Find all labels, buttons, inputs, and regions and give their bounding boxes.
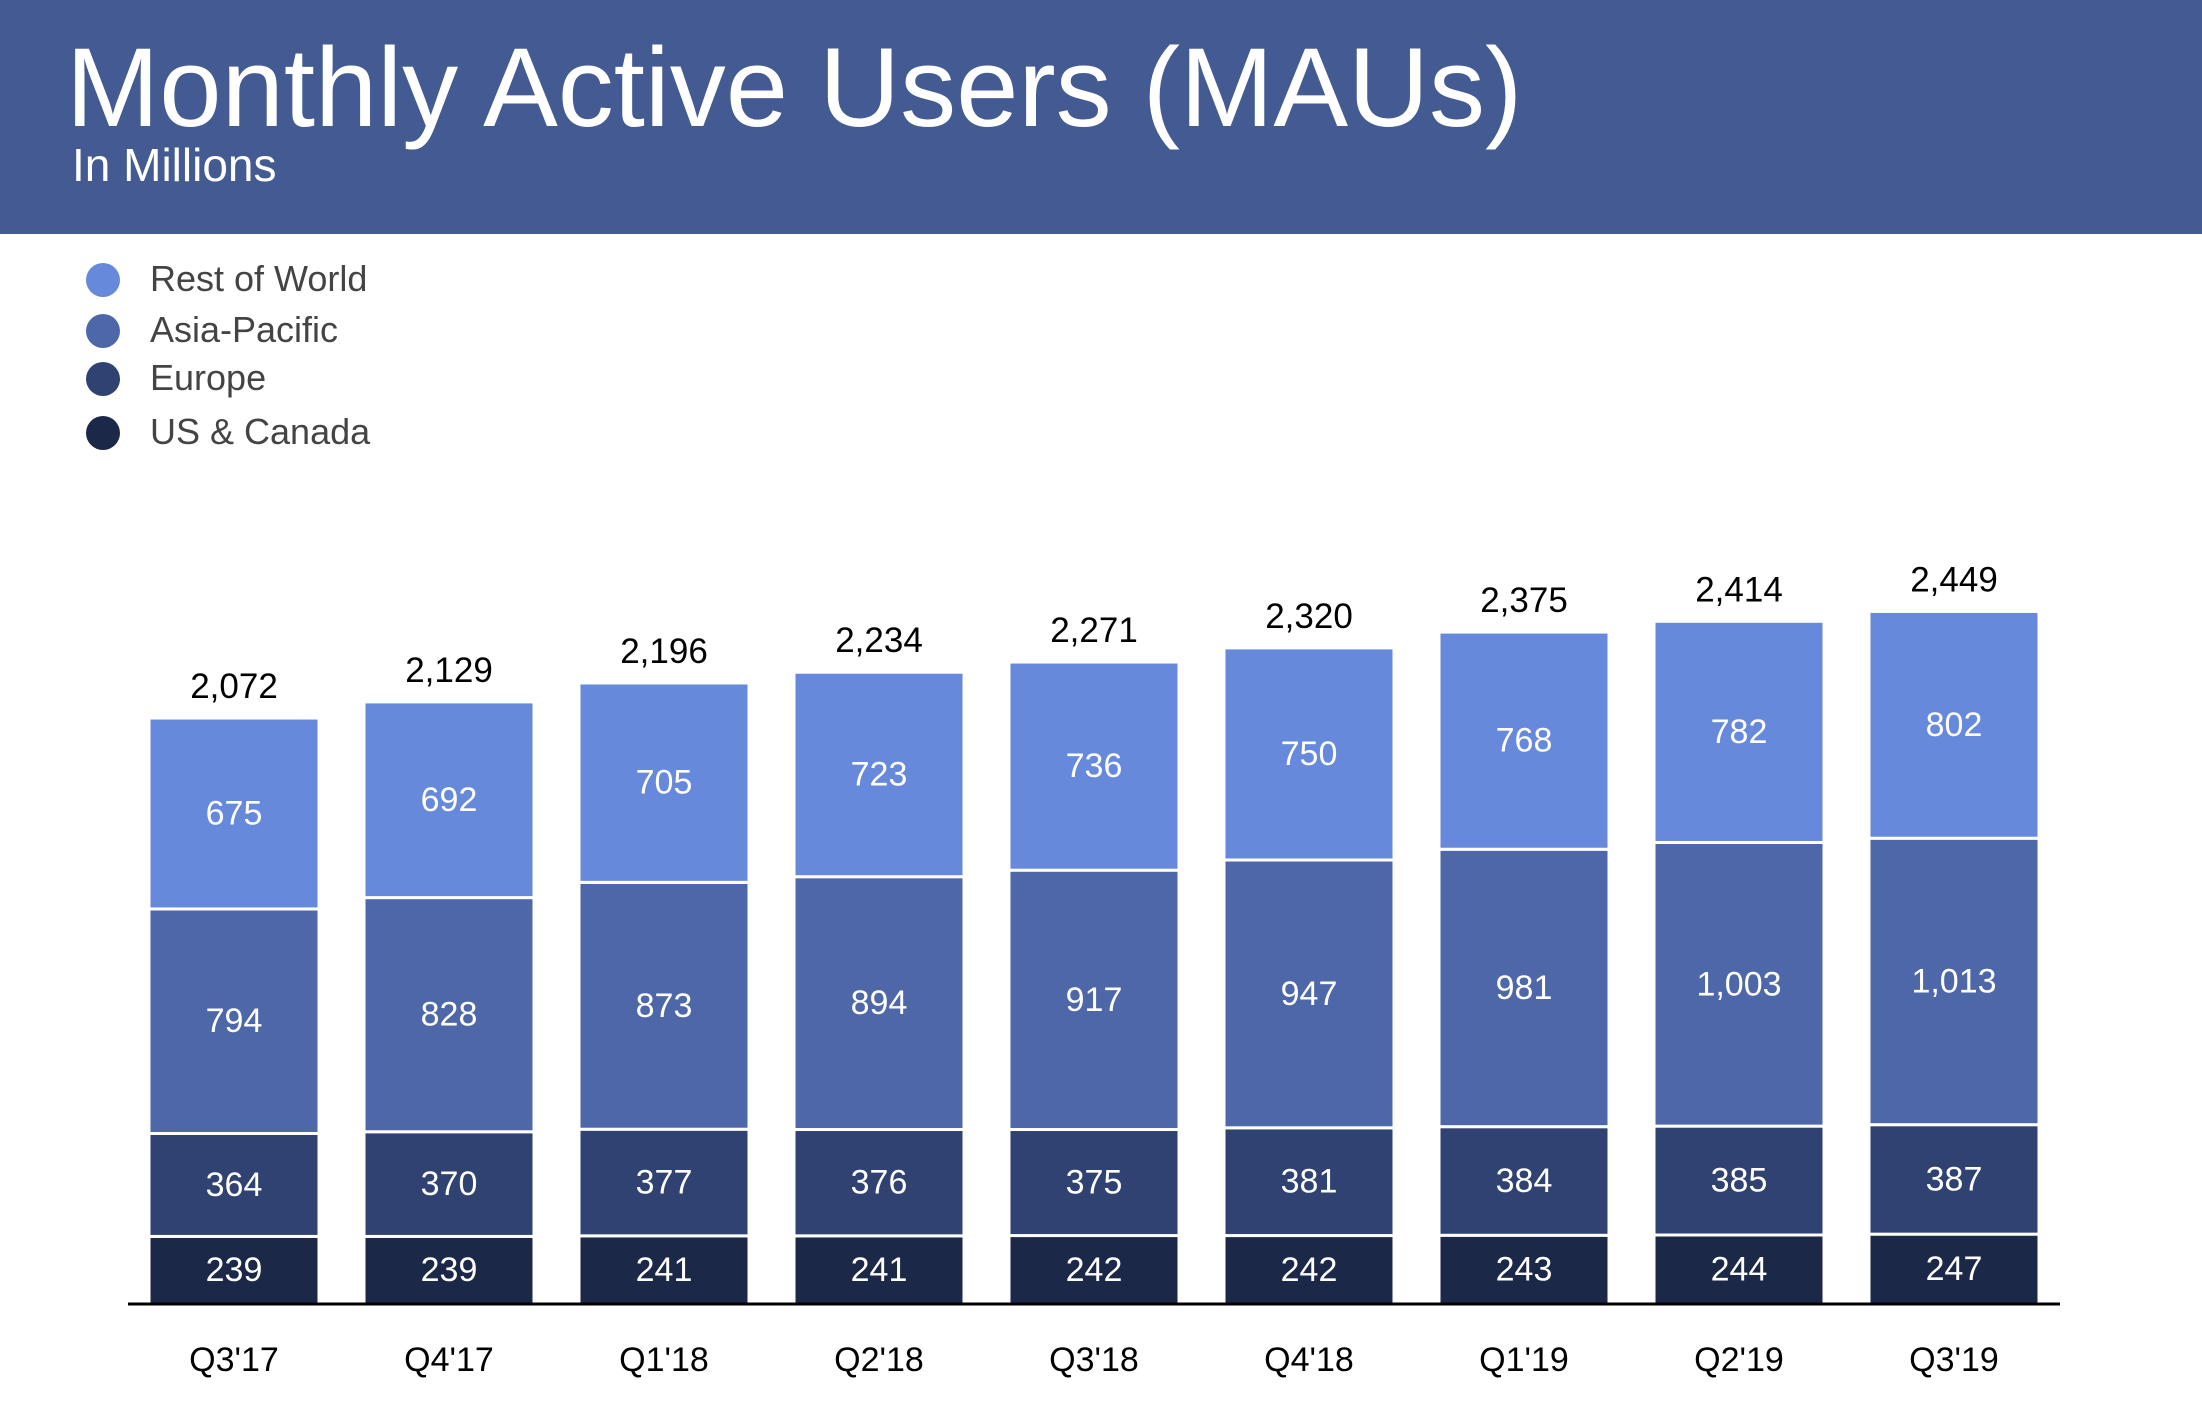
value-label-asia-pacific-q4-18: 947: [1281, 975, 1338, 1013]
bar-segment-asia-pacific-q3-18: [1007, 868, 1181, 1132]
x-tick-label-q4-18: Q4'18: [1264, 1341, 1354, 1379]
value-label-europe-q3-19: 387: [1926, 1160, 1983, 1198]
value-label-us-canada-q4-18: 242: [1281, 1251, 1338, 1289]
total-label-q3-18: 2,271: [1050, 611, 1138, 650]
x-tick-label-q2-19: Q2'19: [1694, 1341, 1784, 1379]
value-label-rest-of-world-q4-18: 750: [1281, 735, 1338, 773]
value-label-asia-pacific-q2-19: 1,003: [1696, 965, 1781, 1003]
total-label-q3-19: 2,449: [1910, 560, 1998, 599]
bar-segment-rest-of-world-q3-18: [1007, 660, 1181, 872]
bar-segment-asia-pacific-q1-18: [577, 880, 751, 1131]
value-label-asia-pacific-q3-17: 794: [206, 1002, 263, 1040]
legend-swatch-rest-of-world: [86, 263, 120, 297]
x-tick-label-q1-18: Q1'18: [619, 1341, 709, 1379]
bar-segment-rest-of-world-q1-19: [1437, 630, 1611, 851]
value-label-asia-pacific-q3-18: 917: [1066, 981, 1123, 1019]
value-label-rest-of-world-q4-17: 692: [421, 781, 478, 819]
bar-segment-asia-pacific-q4-17: [362, 896, 536, 1134]
bar-segment-europe-q2-19: [1652, 1124, 1826, 1237]
value-label-us-canada-q3-19: 247: [1926, 1250, 1983, 1288]
value-label-asia-pacific-q3-19: 1,013: [1911, 962, 1996, 1000]
value-label-rest-of-world-q3-18: 736: [1066, 747, 1123, 785]
total-label-q4-17: 2,129: [405, 651, 493, 690]
value-label-europe-q4-17: 370: [421, 1165, 478, 1203]
bar-segment-europe-q4-18: [1222, 1126, 1396, 1238]
total-label-q3-17: 2,072: [190, 667, 278, 706]
bar-segment-asia-pacific-q3-19: [1867, 836, 2041, 1127]
value-label-europe-q2-19: 385: [1711, 1162, 1768, 1200]
bar-segment-asia-pacific-q2-19: [1652, 840, 1826, 1128]
value-label-rest-of-world-q2-18: 723: [851, 755, 908, 793]
bar-segment-rest-of-world-q4-18: [1222, 646, 1396, 862]
x-tick-label-q1-19: Q1'19: [1479, 1341, 1569, 1379]
bar-segment-europe-q3-17: [147, 1131, 321, 1238]
bar-segment-europe-q3-19: [1867, 1123, 2041, 1236]
bar-segment-us-canada-q3-17: [147, 1234, 321, 1306]
bar-segment-rest-of-world-q4-17: [362, 700, 536, 900]
header-bar: Monthly Active Users (MAUs) In Millions: [0, 0, 2202, 234]
value-label-rest-of-world-q3-17: 675: [206, 794, 263, 832]
total-label-q2-18: 2,234: [835, 621, 923, 660]
value-label-us-canada-q1-18: 241: [636, 1251, 693, 1289]
legend-swatch-asia-pacific: [86, 314, 120, 348]
x-tick-label-q2-18: Q2'18: [834, 1341, 924, 1379]
legend-label-us-canada: US & Canada: [150, 411, 371, 452]
page-title: Monthly Active Users (MAUs): [66, 25, 1523, 150]
total-label-q2-19: 2,414: [1695, 570, 1783, 609]
x-tick-label-q3-19: Q3'19: [1909, 1341, 1999, 1379]
value-label-us-canada-q3-17: 239: [206, 1251, 263, 1289]
bar-segment-asia-pacific-q2-18: [792, 875, 966, 1132]
bar-segment-europe-q2-18: [792, 1128, 966, 1238]
x-tick-label-q3-17: Q3'17: [189, 1341, 279, 1379]
bar-segment-asia-pacific-q3-17: [147, 907, 321, 1135]
legend-label-europe: Europe: [150, 357, 267, 398]
value-label-asia-pacific-q2-18: 894: [851, 984, 908, 1022]
total-label-q1-18: 2,196: [620, 632, 708, 671]
value-label-europe-q4-18: 381: [1281, 1163, 1338, 1201]
value-label-asia-pacific-q1-18: 873: [636, 987, 693, 1025]
legend-label-rest-of-world: Rest of World: [150, 258, 368, 299]
value-label-europe-q2-18: 376: [851, 1164, 908, 1202]
bar-segment-asia-pacific-q4-18: [1222, 858, 1396, 1130]
page-subtitle: In Millions: [72, 139, 277, 191]
bar-segment-rest-of-world-q2-18: [792, 670, 966, 879]
value-label-us-canada-q1-19: 243: [1496, 1251, 1553, 1289]
bar-segment-us-canada-q3-18: [1007, 1234, 1181, 1306]
x-tick-label-q4-17: Q4'17: [404, 1341, 494, 1379]
value-label-us-canada-q4-17: 239: [421, 1251, 478, 1289]
value-label-rest-of-world-q2-19: 782: [1711, 713, 1768, 751]
value-label-us-canada-q2-18: 241: [851, 1251, 908, 1289]
bar-segment-rest-of-world-q1-18: [577, 681, 751, 884]
legend-label-asia-pacific: Asia-Pacific: [150, 309, 339, 350]
value-label-europe-q3-17: 364: [206, 1166, 263, 1204]
bar-segment-europe-q1-18: [577, 1127, 751, 1238]
bar-segment-europe-q4-17: [362, 1130, 536, 1238]
bar-segment-rest-of-world-q3-17: [147, 716, 321, 911]
total-label-q1-19: 2,375: [1480, 581, 1568, 620]
value-label-rest-of-world-q1-18: 705: [636, 764, 693, 802]
legend-swatch-europe: [86, 362, 120, 396]
bar-segment-rest-of-world-q2-19: [1652, 619, 1826, 844]
total-label-q4-18: 2,320: [1265, 597, 1353, 636]
value-label-europe-q3-18: 375: [1066, 1164, 1123, 1202]
value-label-rest-of-world-q3-19: 802: [1926, 706, 1983, 744]
bar-segment-rest-of-world-q3-19: [1867, 609, 2041, 840]
legend-swatch-us-canada: [86, 416, 120, 450]
value-label-europe-q1-19: 384: [1496, 1162, 1553, 1200]
value-label-asia-pacific-q4-17: 828: [421, 996, 478, 1034]
value-label-europe-q1-18: 377: [636, 1164, 693, 1202]
bar-segment-us-canada-q1-18: [577, 1234, 751, 1306]
value-label-asia-pacific-q1-19: 981: [1496, 969, 1553, 1007]
value-label-rest-of-world-q1-19: 768: [1496, 722, 1553, 760]
x-tick-label-q3-18: Q3'18: [1049, 1341, 1139, 1379]
value-label-us-canada-q2-19: 244: [1711, 1250, 1768, 1288]
bar-segment-europe-q3-18: [1007, 1128, 1181, 1238]
bar-segment-us-canada-q4-17: [362, 1234, 536, 1306]
value-label-us-canada-q3-18: 242: [1066, 1251, 1123, 1289]
